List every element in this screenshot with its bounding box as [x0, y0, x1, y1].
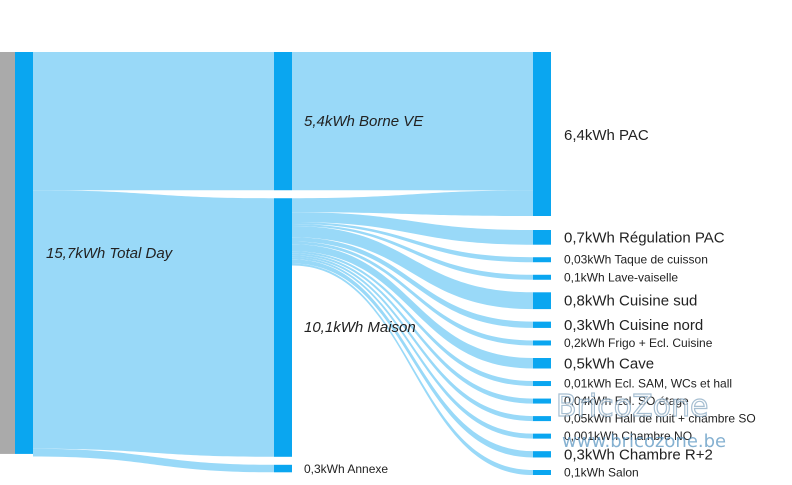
- link-maison-to-cuisud: [292, 226, 533, 310]
- link-borne-to-pac: [292, 52, 533, 191]
- sankey-links: [33, 52, 533, 475]
- link-maison-to-eclsam: [292, 251, 533, 387]
- link-maison-to-cave: [292, 244, 533, 369]
- link-maison-to-chno: [292, 257, 533, 439]
- watermark-url: www.bricozone.be: [562, 431, 726, 452]
- link-maison-to-taque: [292, 222, 533, 263]
- link-total-to-maison: [33, 190, 274, 457]
- node-chr2[interactable]: [533, 451, 551, 458]
- sankey-nodes: [0, 52, 551, 475]
- link-total-to-annexe: [33, 448, 274, 473]
- label-chno: 0,001kWh Chambre NO: [564, 429, 692, 443]
- label-regpac: 0,7kWh Régulation PAC: [564, 229, 725, 246]
- label-borne: 5,4kWh Borne VE: [304, 113, 424, 130]
- label-taque: 0,03kWh Taque de cuisson: [564, 253, 708, 267]
- node-eclso[interactable]: [533, 398, 551, 404]
- watermark-brand: BricoZone: [556, 389, 708, 424]
- node-cuisud[interactable]: [533, 292, 551, 310]
- link-total-to-borne: [33, 52, 274, 191]
- node-annexe[interactable]: [274, 464, 292, 473]
- node-cuinord[interactable]: [533, 321, 551, 328]
- link-maison-to-eclso: [292, 253, 533, 404]
- node-maison[interactable]: [274, 198, 292, 457]
- link-maison-to-pac: [292, 190, 533, 216]
- link-maison-to-chr2: [292, 259, 533, 458]
- node-chno[interactable]: [533, 433, 551, 439]
- label-hall: 0,05kWh Hall de nuit + chambre SO: [564, 412, 756, 426]
- node-hall[interactable]: [533, 416, 551, 422]
- node-regpac[interactable]: [533, 230, 551, 245]
- label-lave: 0,1kWh Lave-vaiselle: [564, 270, 678, 284]
- node-eclsam[interactable]: [533, 381, 551, 387]
- node-pac[interactable]: [533, 52, 551, 216]
- label-eclso: 0,04kWh Ecl. SO étage: [564, 394, 689, 408]
- link-maison-to-salon: [292, 263, 533, 475]
- node-total[interactable]: [15, 52, 33, 454]
- watermark: BricoZone www.bricozone.be: [555, 388, 726, 452]
- label-chr2: 0,3kWh Chambre R+2: [564, 446, 713, 463]
- label-total: 15,7kWh Total Day: [46, 245, 174, 262]
- label-cave: 0,5kWh Cave: [564, 355, 654, 372]
- node-salon[interactable]: [533, 470, 551, 475]
- label-pac: 6,4kWh PAC: [564, 127, 649, 144]
- node-borne[interactable]: [274, 52, 292, 191]
- label-maison: 10,1kWh Maison: [304, 319, 416, 336]
- label-cuinord: 0,3kWh Cuisine nord: [564, 317, 703, 334]
- sankey-labels: 15,7kWh Total Day 5,4kWh Borne VE 10,1kWh …: [46, 113, 756, 480]
- node-lave[interactable]: [533, 274, 551, 280]
- link-maison-to-hall: [292, 255, 533, 422]
- label-frigo: 0,2kWh Frigo + Ecl. Cuisine: [564, 336, 713, 350]
- node-taque[interactable]: [533, 257, 551, 263]
- label-cuisud: 0,8kWh Cuisine sud: [564, 293, 697, 310]
- label-annexe: 0,3kWh Annexe: [304, 462, 388, 476]
- link-maison-to-lave: [292, 224, 533, 280]
- link-maison-to-cuinord: [292, 237, 533, 328]
- label-eclsam: 0,01kWh Ecl. SAM, WCs et hall: [564, 377, 732, 391]
- label-salon: 0,1kWh Salon: [564, 466, 639, 480]
- source-bar: [0, 52, 15, 454]
- node-frigo[interactable]: [533, 340, 551, 346]
- link-maison-to-regpac: [292, 212, 533, 245]
- node-cave[interactable]: [533, 358, 551, 369]
- link-maison-to-frigo: [292, 241, 533, 346]
